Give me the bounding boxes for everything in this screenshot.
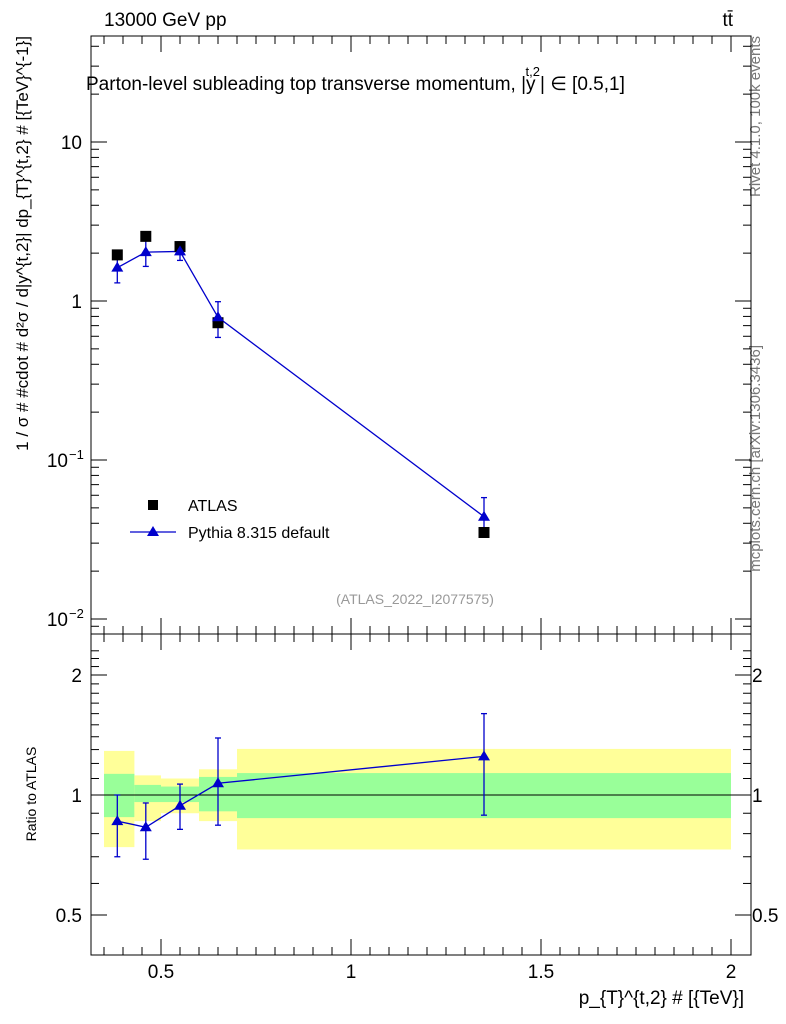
- ratio-data-point: [111, 815, 124, 826]
- x-tick-label: 1: [346, 962, 357, 983]
- ratio-y-tick-label-right: 1: [752, 786, 763, 807]
- ratio-y-tick-label-left: 2: [71, 666, 82, 687]
- mc-data-point: [478, 510, 490, 521]
- rivet-label: Rivet 4.1.0, 100k events: [747, 36, 764, 197]
- mc-data-point: [174, 245, 186, 256]
- atlas-data-point: [140, 230, 152, 242]
- mcplots-label: mcplots.cern.ch [arXiv:1306.3436]: [747, 345, 764, 572]
- legend-mc-label: Pythia 8.315 default: [188, 525, 330, 542]
- main-y-tick-label: 10: [47, 451, 68, 472]
- plot-title-main: Parton-level subleading top transverse m…: [86, 74, 536, 95]
- ratio-y-tick-label-left: 1: [71, 786, 82, 807]
- process-label: tt̄: [722, 10, 733, 31]
- main-y-tick-label: 10: [47, 610, 68, 631]
- plot-title-end: | ∈ [0.5,1]: [540, 74, 625, 95]
- x-tick-label: 0.5: [148, 962, 174, 983]
- legend: ATLAS Pythia 8.315 default: [130, 498, 330, 542]
- ratio-uncertainty-bands: [104, 748, 731, 850]
- atlas-data-point: [212, 317, 224, 329]
- ratio-data-point: [478, 750, 490, 761]
- ratio-y-tick-label-left: 0.5: [56, 906, 82, 927]
- x-tick-label: 1.5: [528, 962, 554, 983]
- main-y-tick-exponent: −2: [69, 606, 84, 621]
- ratio-band-inner: [134, 784, 161, 803]
- legend-atlas-marker: [148, 500, 158, 510]
- main-y-axis-title: 1 / σ # #cdot # d²σ / d|y^{t,2}| dp_{T}^…: [13, 36, 32, 451]
- ratio-y-axis-title: Ratio to ATLAS: [23, 747, 39, 842]
- analysis-id: (ATLAS_2022_I2077575): [336, 591, 494, 607]
- ratio-data-point: [212, 777, 224, 788]
- plot-title: Parton-level subleading top transverse m…: [86, 64, 625, 95]
- energy-label: 13000 GeV pp: [104, 10, 227, 31]
- main-panel-frame: [90, 35, 752, 635]
- x-tick-label: 2: [726, 962, 737, 983]
- ratio-y-tick-label-right: 2: [752, 666, 763, 687]
- main-y-tick-label: 10: [61, 133, 82, 154]
- ratio-axis-ticks: 0.5 1 1.5 2 0.5 0.5 1 1 2 2: [56, 634, 778, 983]
- main-y-tick-exponent: −1: [69, 447, 84, 462]
- ratio-data-point: [139, 821, 152, 832]
- atlas-data-point: [478, 526, 490, 538]
- main-y-tick-label: 1: [71, 292, 82, 313]
- legend-atlas-label: ATLAS: [188, 498, 238, 515]
- mc-data-point: [139, 246, 152, 257]
- legend-mc-marker: [147, 526, 159, 536]
- mc-line: [116, 250, 485, 518]
- main-series-layer: [111, 230, 490, 538]
- ratio-y-tick-label-right: 0.5: [752, 906, 778, 927]
- atlas-data-point: [111, 249, 123, 261]
- x-axis-title: p_{T}^{t,2} # [{TeV}]: [579, 988, 744, 1009]
- mc-data-point: [111, 261, 124, 272]
- ratio-data-point: [174, 799, 186, 810]
- plot-title-sup: t,2: [526, 64, 540, 79]
- mc-data-point: [212, 311, 224, 322]
- ratio-series-layer: [111, 712, 490, 860]
